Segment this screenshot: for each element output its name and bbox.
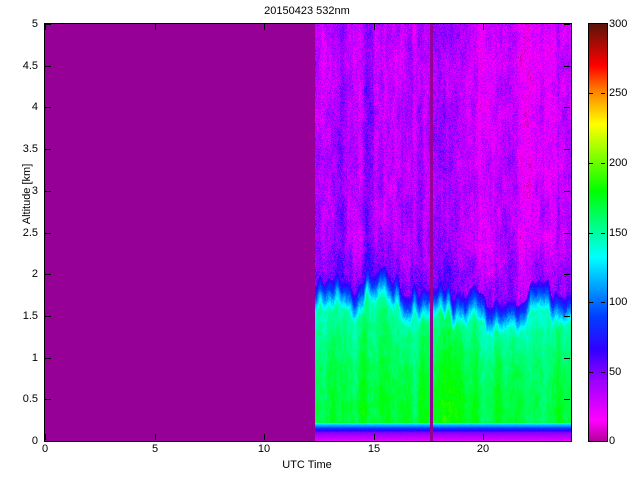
colorbar-tick-label: 100 xyxy=(609,296,628,308)
y-axis-tick-label: 4.5 xyxy=(22,60,38,72)
colorbar-tick-label: 300 xyxy=(609,18,628,30)
x-axis-tick xyxy=(45,434,46,440)
y-axis-tick xyxy=(564,191,570,192)
x-axis-tick xyxy=(45,24,46,30)
y-axis-tick xyxy=(564,107,570,108)
x-axis-tick xyxy=(483,434,484,440)
y-axis-tick xyxy=(564,358,570,359)
colorbar-tick-label: 0 xyxy=(609,435,616,447)
y-axis-tick-label: 2.5 xyxy=(22,227,38,239)
y-axis-tick xyxy=(45,399,51,400)
y-axis-tick-label: 3.5 xyxy=(22,143,38,155)
colorbar-tick-label: 250 xyxy=(609,87,628,99)
colorbar-tick xyxy=(589,93,593,94)
y-axis-tick-label: 4 xyxy=(31,101,38,113)
x-axis-tick xyxy=(155,24,156,30)
colorbar-tick xyxy=(601,372,605,373)
y-axis-tick xyxy=(45,233,51,234)
x-axis-tick xyxy=(374,434,375,440)
x-axis-tick xyxy=(155,434,156,440)
y-axis-tick xyxy=(564,399,570,400)
y-axis-tick-label: 3 xyxy=(31,185,38,197)
colorbar-tick-label: 50 xyxy=(609,366,622,378)
y-axis-tick-label: 1.5 xyxy=(22,310,38,322)
y-axis-tick xyxy=(45,191,51,192)
colorbar-tick xyxy=(601,163,605,164)
colorbar-gradient xyxy=(589,24,607,441)
colorbar-tick xyxy=(601,302,605,303)
x-axis-tick-label: 10 xyxy=(257,443,271,455)
y-axis-tick xyxy=(564,149,570,150)
y-axis-tick xyxy=(45,24,51,25)
x-axis-tick-label: 5 xyxy=(151,443,159,455)
y-axis-tick-label: 2 xyxy=(31,268,38,280)
y-axis-tick xyxy=(564,316,570,317)
y-axis-tick xyxy=(45,66,51,67)
y-axis-tick xyxy=(45,316,51,317)
x-axis-tick xyxy=(483,24,484,30)
colorbar-tick-label: 200 xyxy=(609,157,628,169)
colorbar-tick xyxy=(589,233,593,234)
y-axis-tick xyxy=(564,24,570,25)
x-axis-tick xyxy=(264,434,265,440)
x-axis-title: UTC Time xyxy=(282,459,332,471)
colorbar-tick xyxy=(601,93,605,94)
heatmap-axes xyxy=(44,23,572,442)
heatmap-image xyxy=(45,24,571,441)
y-axis-tick-label: 1 xyxy=(31,352,38,364)
y-axis-tick xyxy=(45,441,51,442)
x-axis-tick xyxy=(264,24,265,30)
colorbar-tick xyxy=(589,372,593,373)
y-axis-tick-label: 0.5 xyxy=(22,393,38,405)
y-axis-tick xyxy=(564,274,570,275)
colorbar-tick xyxy=(601,233,605,234)
y-axis-tick xyxy=(564,441,570,442)
colorbar-tick xyxy=(589,163,593,164)
colorbar-tick xyxy=(589,302,593,303)
y-axis-tick-label: 0 xyxy=(31,435,38,447)
y-axis-tick xyxy=(45,107,51,108)
y-axis-tick xyxy=(45,274,51,275)
y-axis-tick xyxy=(45,149,51,150)
colorbar xyxy=(588,23,608,442)
x-axis-tick-label: 20 xyxy=(476,443,490,455)
y-axis-tick xyxy=(45,358,51,359)
y-axis-tick xyxy=(564,66,570,67)
y-axis-tick xyxy=(564,233,570,234)
x-axis-tick-label: 15 xyxy=(367,443,381,455)
page-title: 20150423 532nm xyxy=(264,5,350,17)
x-axis-tick-label: 0 xyxy=(41,443,49,455)
x-axis-tick xyxy=(374,24,375,30)
colorbar-tick-label: 150 xyxy=(609,227,628,239)
y-axis-tick-label: 5 xyxy=(31,18,38,30)
